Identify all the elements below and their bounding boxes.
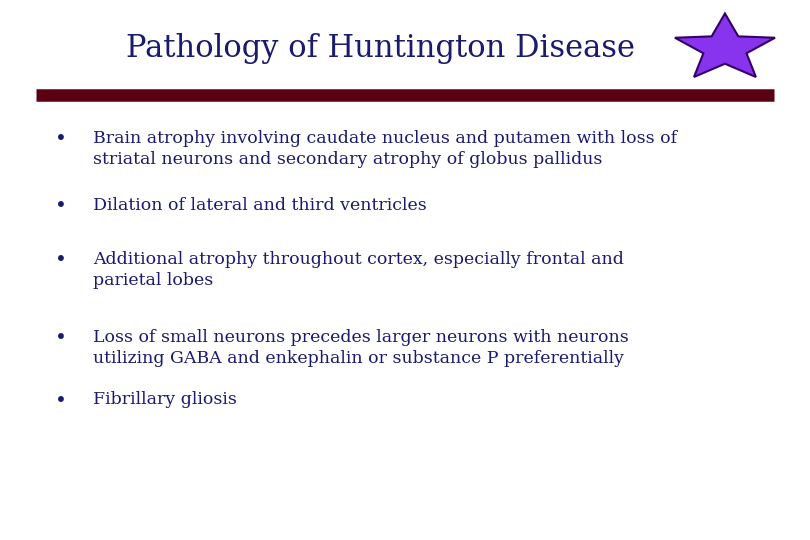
Text: Pathology of Huntington Disease: Pathology of Huntington Disease	[126, 33, 635, 64]
Text: Loss of small neurons precedes larger neurons with neurons
utilizing GABA and en: Loss of small neurons precedes larger ne…	[93, 329, 629, 367]
Text: •: •	[55, 392, 66, 410]
Text: •: •	[55, 329, 66, 348]
Text: Fibrillary gliosis: Fibrillary gliosis	[93, 392, 237, 408]
Text: Additional atrophy throughout cortex, especially frontal and
parietal lobes: Additional atrophy throughout cortex, es…	[93, 251, 624, 289]
Text: Dilation of lateral and third ventricles: Dilation of lateral and third ventricles	[93, 197, 427, 214]
Text: •: •	[55, 251, 66, 270]
Text: •: •	[55, 130, 66, 148]
Polygon shape	[675, 14, 775, 77]
Text: Brain atrophy involving caudate nucleus and putamen with loss of
striatal neuron: Brain atrophy involving caudate nucleus …	[93, 130, 677, 167]
Text: •: •	[55, 197, 66, 216]
